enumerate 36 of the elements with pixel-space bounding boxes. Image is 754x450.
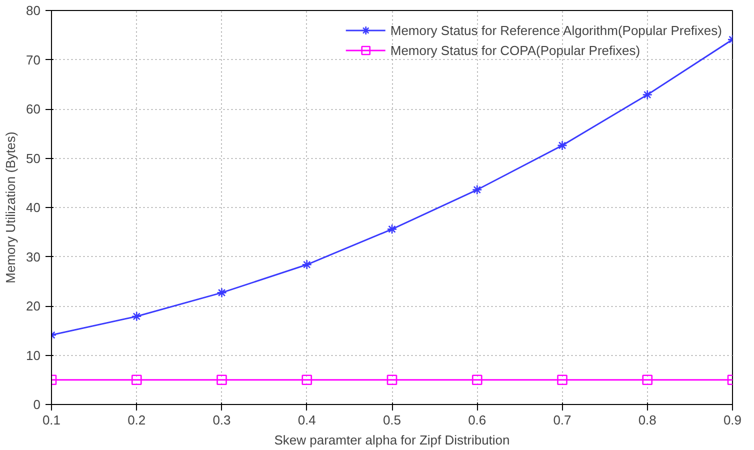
x-tick-label: 0.2 bbox=[128, 412, 146, 428]
point bbox=[557, 140, 568, 151]
x-axis-title: Skew paramter alpha for Zipf Distribution bbox=[274, 432, 510, 448]
y-axis-title: Memory Utilization (Bytes) bbox=[3, 132, 18, 284]
point bbox=[472, 374, 482, 386]
point bbox=[131, 374, 142, 386]
point bbox=[216, 288, 227, 298]
point bbox=[131, 311, 142, 322]
point bbox=[472, 184, 482, 195]
x-tick-label: 0.3 bbox=[212, 412, 231, 428]
x-tick-label: 0.9 bbox=[723, 412, 742, 428]
point bbox=[642, 374, 653, 386]
x-tick-label: 0.4 bbox=[298, 412, 316, 428]
x-tick-label: 0.6 bbox=[468, 412, 486, 428]
y-tick-label: 50 bbox=[26, 150, 41, 166]
y-tick-label: 0 bbox=[33, 397, 41, 412]
y-tick-label: 70 bbox=[26, 52, 41, 68]
x-tick-label: 0.1 bbox=[42, 412, 61, 428]
y-tick-label: 30 bbox=[26, 249, 41, 264]
point bbox=[302, 374, 312, 386]
point bbox=[386, 374, 398, 386]
legend-label: Memory Status for COPA(Popular Prefixes) bbox=[390, 42, 640, 58]
y-tick-label: 10 bbox=[26, 348, 41, 363]
x-tick-label: 0.5 bbox=[382, 412, 402, 428]
x-tick-label: 0.8 bbox=[638, 412, 656, 428]
legend-label: Memory Status for Reference Algorithm(Popular Prefixes) bbox=[390, 22, 722, 38]
point bbox=[642, 90, 653, 100]
point bbox=[216, 374, 227, 386]
x-tick-label: 0.7 bbox=[553, 412, 572, 428]
y-tick-label: 40 bbox=[26, 200, 41, 215]
y-tick-label: 20 bbox=[26, 298, 41, 314]
point bbox=[386, 224, 398, 234]
y-tick-label: 60 bbox=[26, 102, 41, 116]
point bbox=[557, 374, 568, 386]
y-tick-label: 80 bbox=[26, 3, 41, 18]
point bbox=[302, 259, 312, 270]
